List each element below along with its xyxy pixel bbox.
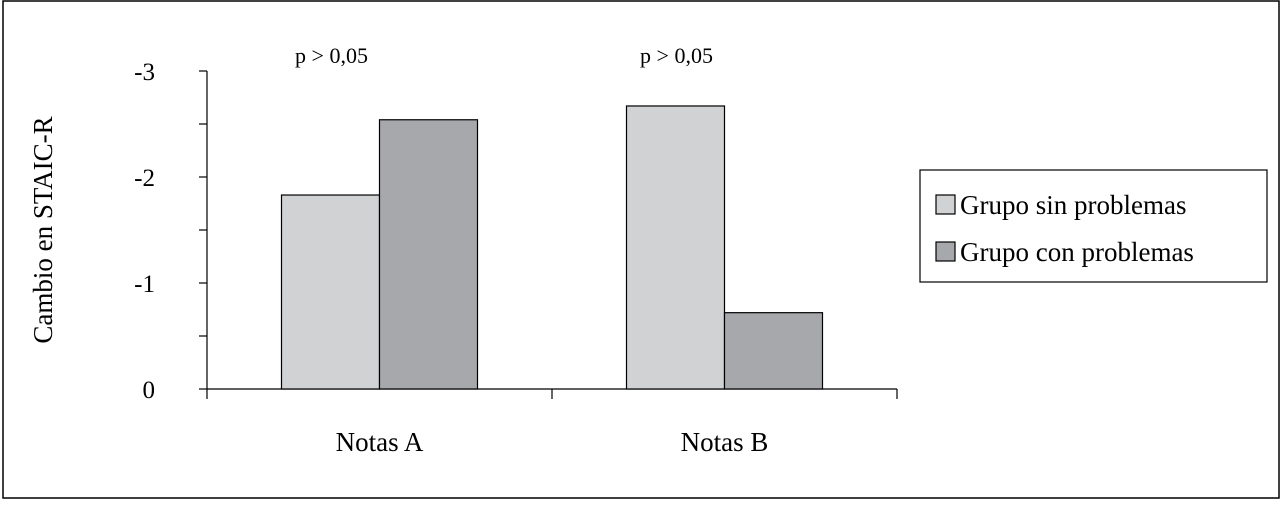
y-axis-title: Cambio en STAIC-R [28,116,58,343]
bar [723,312,824,390]
legend-swatch [935,241,956,262]
bars [280,105,824,390]
x-category-label: Notas B [681,427,769,457]
p-value-annotation: p > 0,05 [295,43,368,68]
y-tick-label: -3 [134,59,155,86]
legend-label: Grupo con problemas [960,237,1194,267]
bar [378,119,479,390]
x-category-label: Notas A [336,427,424,457]
labels: -3 -2 -1 0 Notas A p > 0,05 Notas B p > 0,05 [134,43,768,457]
legend-box [919,169,1268,283]
bar [625,105,726,390]
y-tick-label: -2 [134,165,155,192]
y-tick-label: 0 [143,377,156,404]
y-tick-label: -1 [134,271,155,298]
p-value-annotation: p > 0,05 [640,43,713,68]
legend-label: Grupo sin problemas [960,190,1186,220]
legend: Grupo sin problemas Grupo con problemas [919,169,1268,283]
bar [280,194,381,390]
legend-swatch [935,194,956,215]
